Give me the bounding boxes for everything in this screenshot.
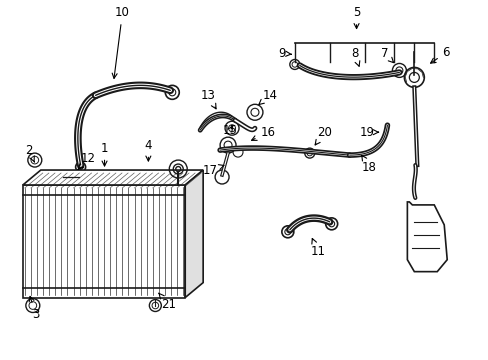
Text: 6: 6 [430, 46, 449, 63]
Bar [23, 185, 185, 298]
Text: 19: 19 [359, 126, 378, 139]
Text: 12: 12 [78, 152, 96, 170]
Text: 14: 14 [258, 89, 277, 104]
Text: 11: 11 [309, 239, 325, 258]
Polygon shape [407, 202, 447, 272]
Text: 13: 13 [200, 89, 216, 109]
Text: 20: 20 [314, 126, 331, 145]
Text: 17: 17 [202, 163, 224, 176]
Text: 4: 4 [144, 139, 152, 161]
Text: 21: 21 [159, 293, 175, 311]
Polygon shape [23, 170, 203, 185]
Text: 9: 9 [278, 47, 291, 60]
Text: 2: 2 [25, 144, 34, 162]
Text: 15: 15 [222, 124, 237, 137]
Text: 1: 1 [101, 141, 108, 166]
Text: 3: 3 [29, 296, 40, 321]
Text: 16: 16 [251, 126, 275, 140]
Polygon shape [185, 170, 203, 298]
Text: 7: 7 [380, 47, 393, 63]
Text: 8: 8 [350, 47, 359, 66]
Text: 10: 10 [112, 6, 130, 78]
Text: 5: 5 [352, 6, 360, 28]
Text: 18: 18 [361, 155, 376, 174]
